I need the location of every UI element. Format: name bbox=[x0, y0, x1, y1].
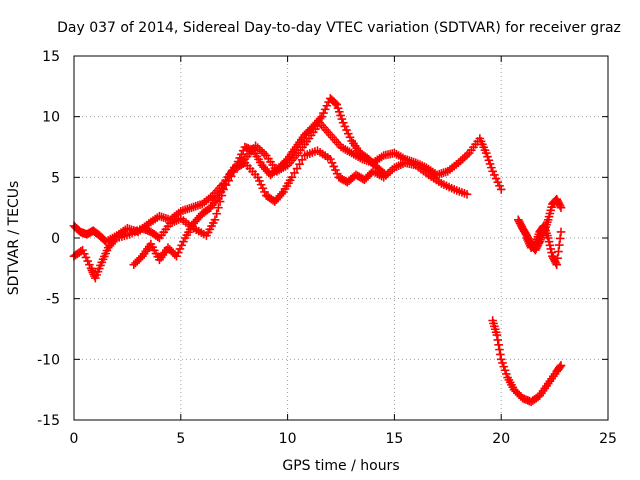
data-point bbox=[212, 209, 221, 219]
data-point bbox=[553, 253, 562, 263]
data-point bbox=[498, 358, 507, 368]
data-point bbox=[543, 233, 553, 243]
tick-labels: 0 5 10 15 20 25 -15 -10 -5 0 5 10 15 bbox=[37, 49, 617, 447]
data-point bbox=[334, 107, 344, 117]
data-point bbox=[337, 114, 347, 124]
data-point bbox=[484, 156, 494, 165]
data-point bbox=[92, 270, 101, 280]
data-point bbox=[556, 227, 566, 237]
data-point bbox=[495, 345, 504, 354]
data-point bbox=[554, 240, 564, 250]
data-point bbox=[543, 215, 553, 225]
data-point bbox=[93, 267, 103, 277]
x-tick-label: 25 bbox=[599, 431, 617, 447]
data-point bbox=[214, 203, 223, 212]
data-point bbox=[492, 330, 502, 340]
y-tick-label: -10 bbox=[37, 352, 60, 368]
data-point bbox=[94, 264, 104, 273]
data-point bbox=[493, 335, 503, 345]
data-point bbox=[297, 155, 307, 165]
x-axis-label: GPS time / hours bbox=[282, 458, 399, 474]
y-tick-label: 0 bbox=[51, 231, 60, 247]
data-point bbox=[544, 212, 554, 221]
data-point bbox=[332, 100, 342, 109]
series-track-c bbox=[129, 94, 391, 269]
data-point bbox=[295, 159, 304, 169]
data-point bbox=[483, 152, 492, 162]
data-point bbox=[210, 215, 220, 225]
data-point bbox=[546, 206, 556, 215]
data-point bbox=[381, 170, 391, 180]
data-point bbox=[547, 248, 556, 257]
data-point bbox=[487, 163, 496, 172]
data-point bbox=[331, 99, 340, 108]
data-point bbox=[494, 340, 503, 350]
plot-frame bbox=[73, 55, 609, 421]
data-point bbox=[555, 362, 565, 371]
series-track-b bbox=[69, 146, 472, 283]
data-point bbox=[290, 168, 299, 178]
y-tick-label: -15 bbox=[37, 413, 60, 429]
data-point bbox=[496, 350, 505, 359]
y-tick-label: -5 bbox=[46, 292, 60, 308]
y-tick-label: 10 bbox=[42, 110, 60, 126]
x-tick-label: 5 bbox=[176, 431, 185, 447]
data-point bbox=[556, 203, 566, 212]
data-point bbox=[91, 273, 100, 283]
series-track-d bbox=[488, 316, 566, 407]
data-point bbox=[292, 164, 302, 173]
data-point bbox=[499, 362, 509, 371]
data-point bbox=[546, 244, 556, 254]
data-point bbox=[333, 103, 343, 113]
data-point bbox=[554, 247, 563, 256]
data-point bbox=[96, 261, 105, 270]
data-point bbox=[496, 355, 506, 364]
data-point bbox=[555, 234, 565, 243]
data-point bbox=[485, 159, 495, 169]
x-tick-label: 0 bbox=[70, 431, 79, 447]
data-point bbox=[556, 361, 566, 370]
data-point bbox=[552, 260, 562, 269]
data-point bbox=[336, 111, 345, 120]
x-tick-label: 10 bbox=[279, 431, 297, 447]
y-tick-label: 15 bbox=[42, 49, 60, 65]
data-points bbox=[69, 94, 566, 407]
chart-title: Day 037 of 2014, Sidereal Day-to-day VTE… bbox=[57, 20, 621, 36]
data-point bbox=[544, 237, 554, 246]
data-point bbox=[287, 173, 297, 182]
data-point bbox=[462, 190, 472, 199]
data-point bbox=[500, 365, 510, 375]
x-tick-label: 15 bbox=[385, 431, 403, 447]
y-tick-label: 5 bbox=[51, 170, 60, 186]
data-point bbox=[481, 148, 491, 158]
data-point bbox=[496, 185, 506, 194]
data-point bbox=[545, 240, 555, 250]
series-track-f bbox=[522, 221, 566, 269]
data-point bbox=[545, 209, 555, 218]
data-point bbox=[502, 369, 511, 379]
y-axis-label: SDTVAR / TECUs bbox=[6, 181, 22, 296]
x-tick-label: 20 bbox=[492, 431, 510, 447]
grid bbox=[74, 56, 608, 420]
